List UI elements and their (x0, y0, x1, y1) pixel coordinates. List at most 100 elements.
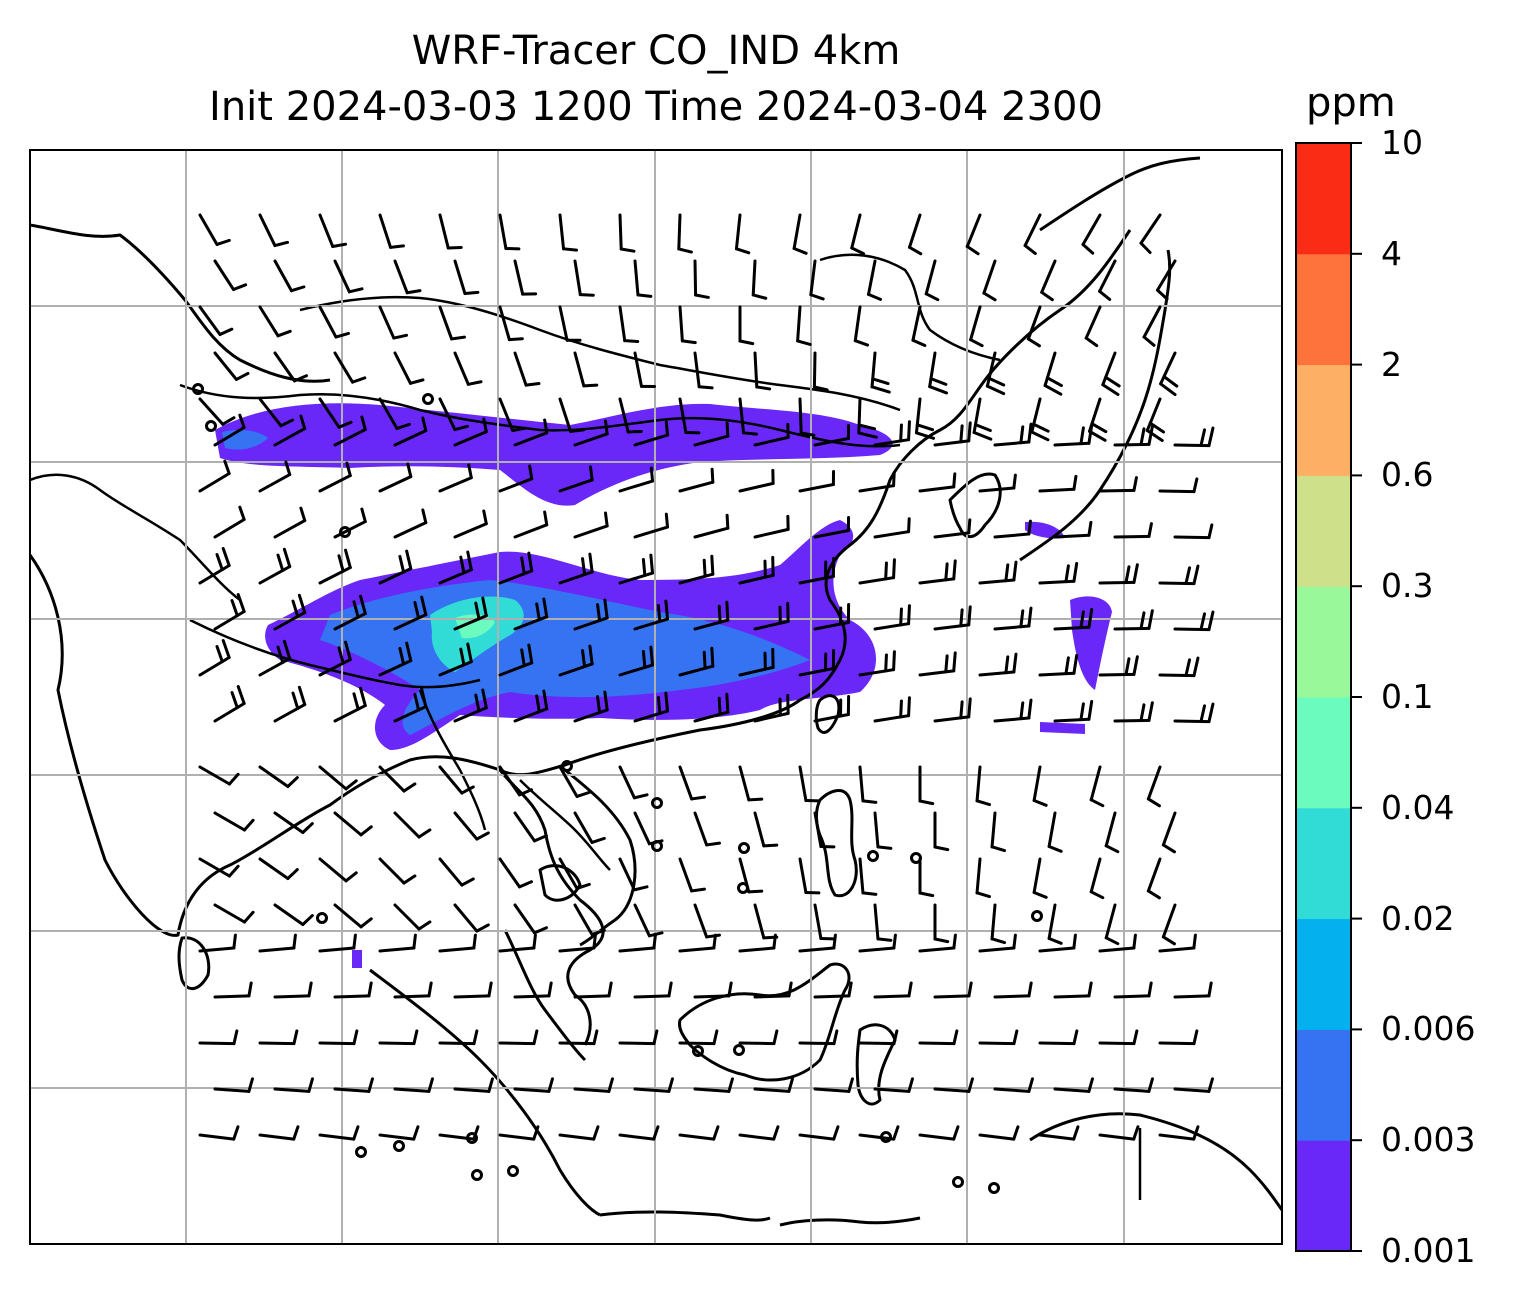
wind-barb (198, 459, 231, 493)
wind-barb (978, 652, 1018, 677)
colorbar-tick-label: 0.006 (1381, 1009, 1476, 1049)
wind-barb (333, 415, 367, 447)
wind-barb (978, 1125, 1020, 1141)
wind-barb (1113, 1077, 1154, 1093)
wind-barb (573, 511, 609, 539)
wind-barb (873, 981, 913, 999)
wind-barb (858, 471, 896, 493)
wind-barb (993, 422, 1033, 447)
wind-barb (965, 213, 982, 256)
wind-barb (213, 903, 255, 924)
wind-barb (498, 464, 534, 493)
wind-barb (513, 689, 549, 723)
calm-wind-marker (393, 1140, 405, 1152)
wind-barb (1113, 609, 1154, 631)
wind-barb (513, 903, 548, 935)
wind-barb (618, 857, 649, 892)
wind-barb (1173, 610, 1215, 632)
wind-barb (453, 259, 480, 296)
wind-barb (933, 697, 972, 723)
wind-barb (1173, 523, 1214, 540)
wind-barb (753, 601, 790, 631)
wind-barb (378, 765, 417, 793)
wind-barb (933, 981, 973, 999)
calm-wind-marker (339, 526, 351, 538)
wind-barb (858, 1125, 900, 1141)
co-plume-north (215, 403, 893, 506)
wind-barb (857, 397, 878, 439)
wind-barb (993, 606, 1033, 631)
wind-barb (618, 1029, 659, 1046)
colorbar-unit-label: ppm (1306, 80, 1396, 126)
wind-barb (213, 1077, 254, 1093)
map-frame (29, 149, 1283, 1245)
wind-barb (1043, 351, 1063, 396)
wind-barb (1173, 702, 1215, 724)
wind-barb (453, 351, 483, 386)
wind-barb (985, 351, 1006, 396)
wind-barb (1158, 656, 1200, 678)
wind-barb (1158, 477, 1199, 494)
wind-barb (738, 555, 775, 585)
wind-barb (498, 1029, 539, 1046)
wind-barb (453, 417, 488, 447)
wind-barb (558, 397, 585, 433)
country-borders-layer (30, 253, 1142, 1200)
wind-barb (993, 981, 1033, 999)
wind-barb (333, 811, 373, 837)
wind-barb (318, 1125, 360, 1141)
wind-barb (273, 981, 313, 999)
colorbar-band (1296, 697, 1351, 809)
wind-barb (513, 811, 548, 843)
calm-wind-marker (733, 1044, 745, 1056)
wind-barb (867, 259, 883, 301)
wind-barb (1053, 1077, 1094, 1093)
japan-arc (1019, 249, 1172, 562)
wind-barb (1053, 607, 1094, 631)
wind-barb (618, 466, 655, 493)
wind-barb (693, 1077, 734, 1093)
wind-barb (858, 650, 896, 677)
sulawesi (855, 1023, 897, 1106)
wind-barb (873, 1077, 914, 1093)
wind-barb (378, 549, 413, 585)
wind-barb (213, 684, 246, 723)
border-pakistan-india (30, 473, 241, 601)
map-title-line2: Init 2024-03-03 1200 Time 2024-03-04 230… (209, 84, 1103, 130)
wind-barb (678, 397, 701, 435)
wind-barb (1089, 765, 1105, 808)
wind-barb (678, 765, 706, 801)
wind-barb (213, 351, 250, 381)
colorbar-tick-label: 0.6 (1381, 455, 1434, 495)
wind-barb (498, 397, 528, 433)
wind-barb (498, 213, 521, 251)
wind-barb (393, 508, 428, 539)
wind-barb (453, 509, 488, 539)
wind-barb (933, 421, 972, 447)
wind-barb (258, 933, 297, 953)
colorbar-tick-label: 0.1 (1381, 677, 1434, 716)
wind-barb (1053, 520, 1093, 539)
wind-barb (798, 397, 816, 437)
wind-barb (558, 765, 591, 798)
border-laos (519, 779, 611, 871)
wind-barb (858, 857, 878, 896)
wind-barb (1139, 213, 1162, 254)
wind-barb (558, 933, 597, 953)
wind-barb (378, 305, 409, 340)
wind-barb (978, 933, 1017, 953)
wind-barb (633, 691, 670, 723)
wind-barb (1158, 564, 1200, 586)
wind-barb (907, 213, 923, 256)
wind-barb (258, 639, 292, 677)
wind-barb (573, 690, 609, 723)
wind-barb (393, 687, 428, 723)
wind-barb (798, 649, 836, 677)
wind-barb (453, 1077, 494, 1093)
wind-barb (978, 473, 1017, 493)
wind-barb (273, 506, 307, 539)
india-coastline (30, 554, 501, 937)
colorbar-band (1296, 807, 1351, 920)
wind-barb (273, 811, 314, 835)
